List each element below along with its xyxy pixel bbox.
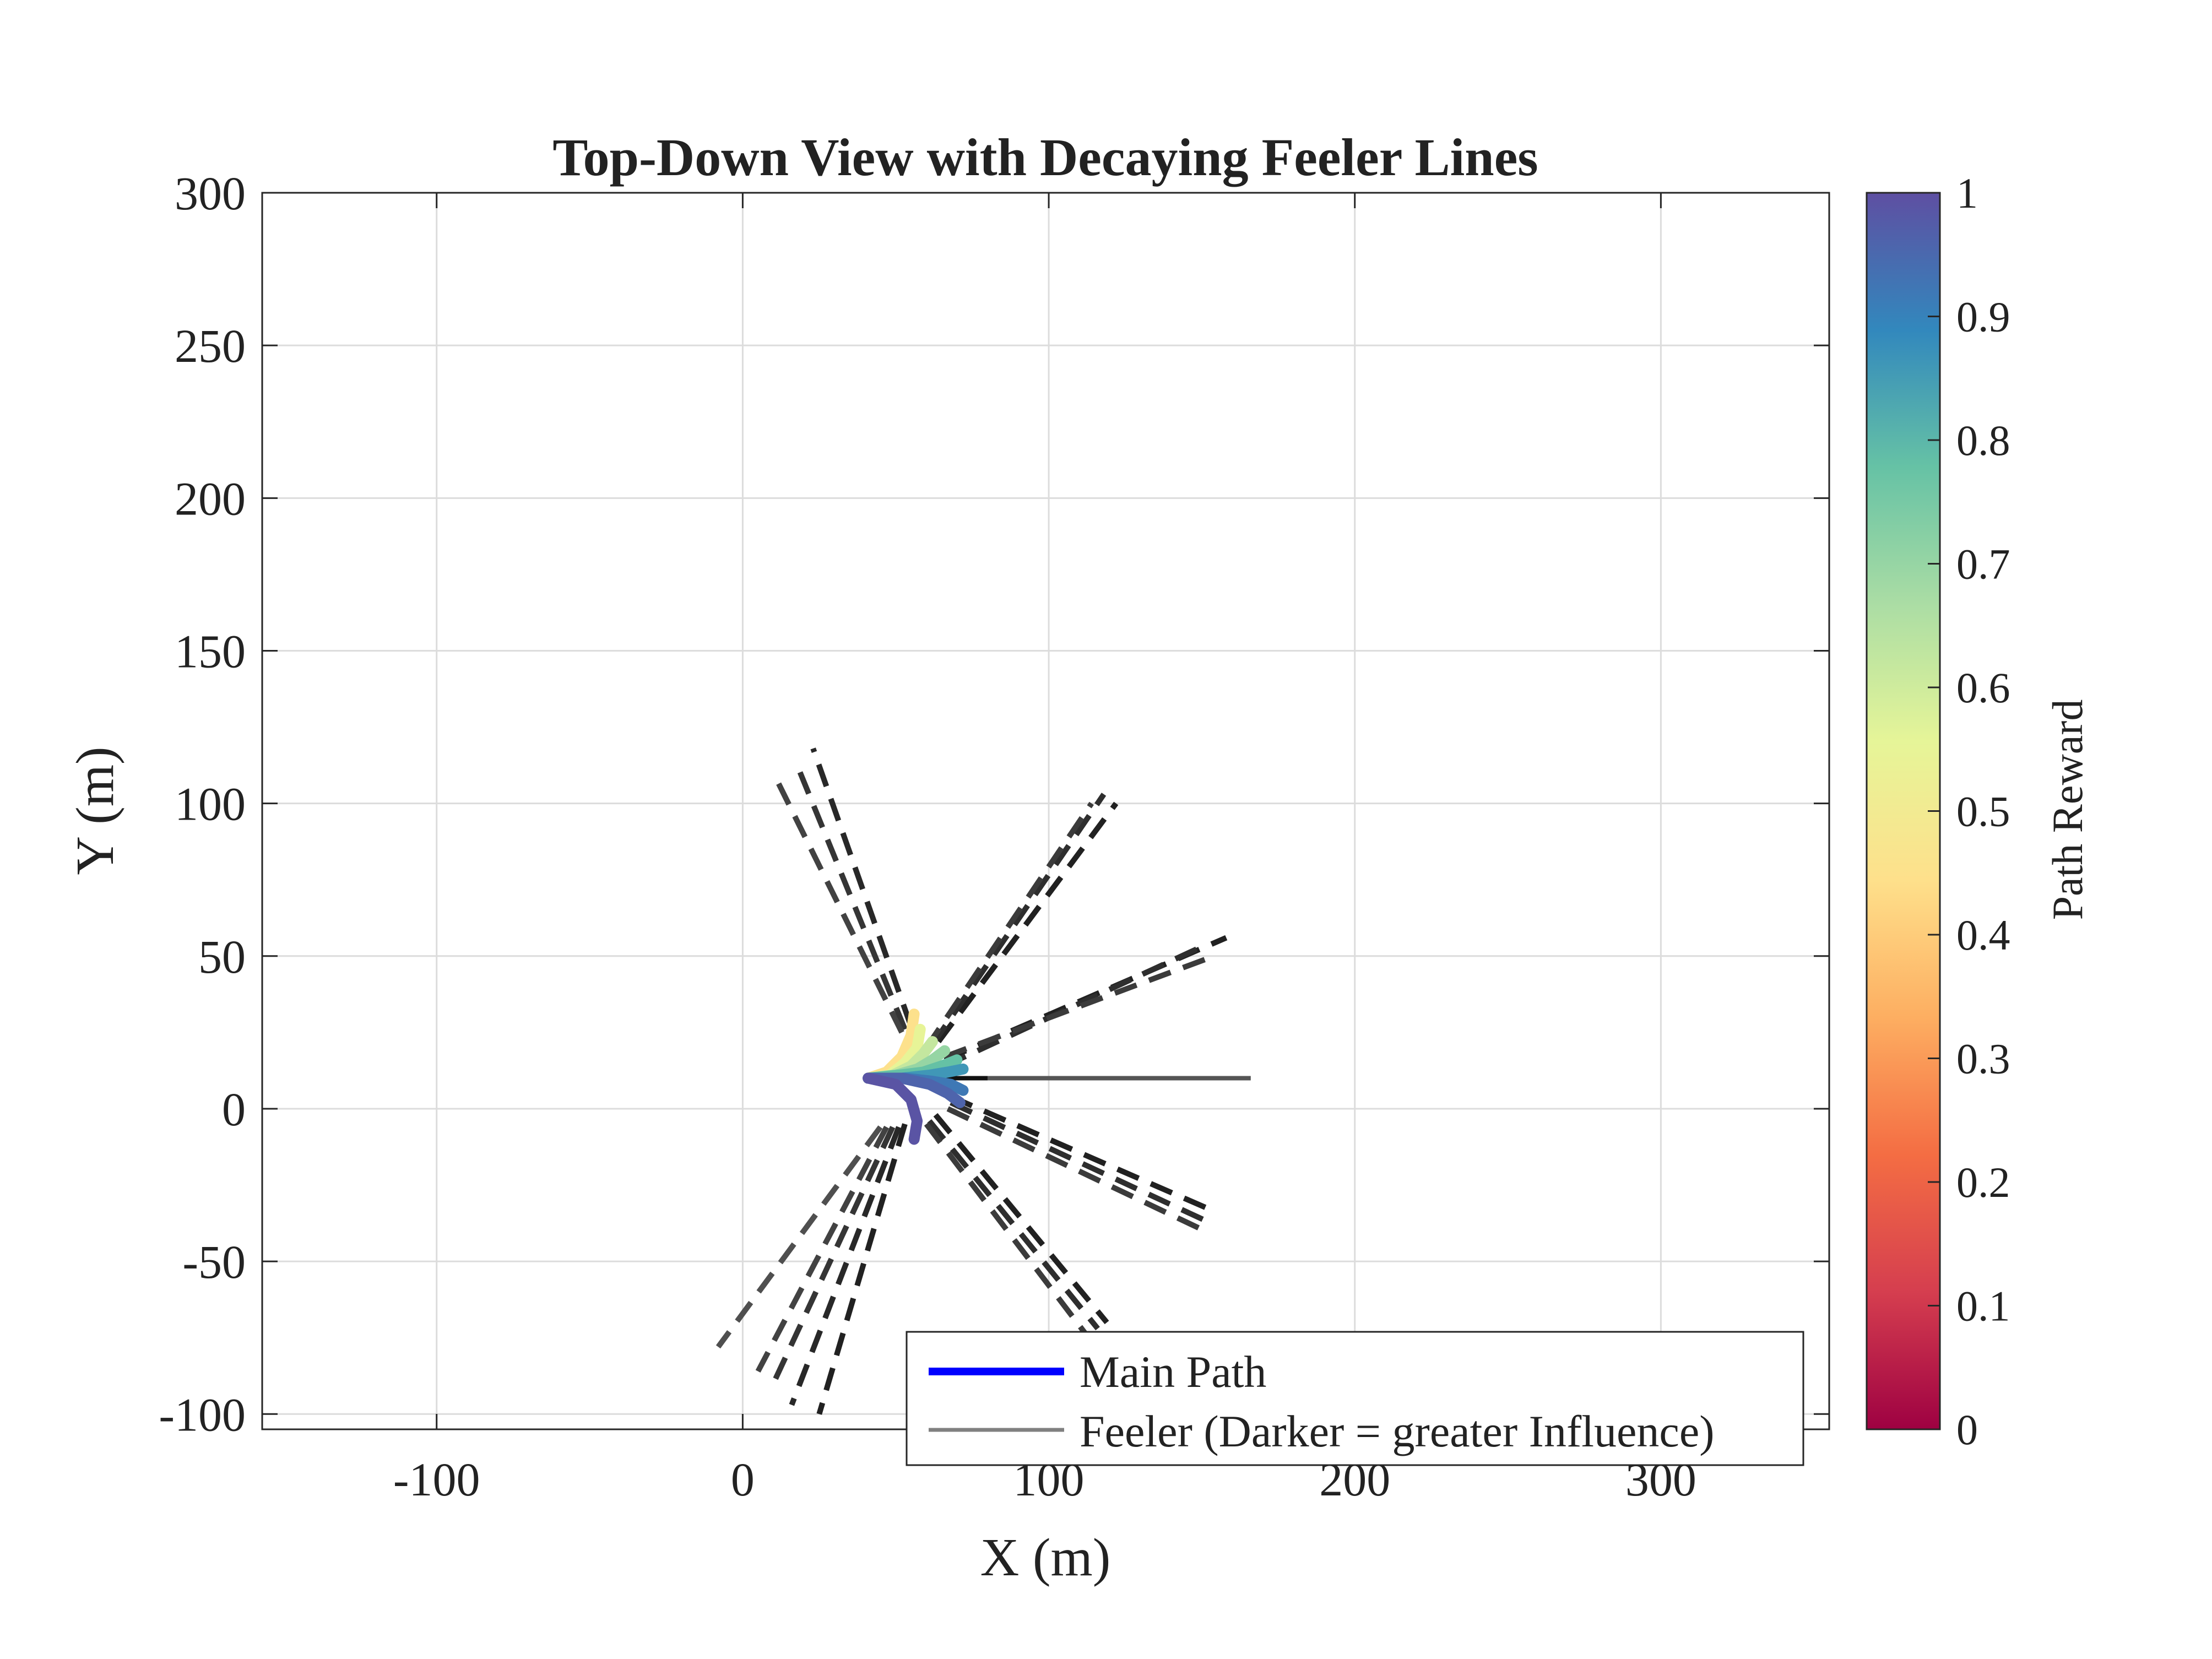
feeler-line xyxy=(950,1094,1218,1215)
legend-label-feeler: Feeler (Darker = greater Influence) xyxy=(1080,1406,1715,1456)
y-tick-label: 100 xyxy=(175,778,246,831)
feeler-line xyxy=(933,1113,1109,1325)
y-tick-label: 200 xyxy=(175,472,246,525)
chart-title: Top-Down View with Decaying Feeler Lines xyxy=(552,128,1538,187)
x-tick-label: -100 xyxy=(393,1453,480,1506)
plot-area xyxy=(715,747,1251,1415)
feeler-line xyxy=(950,1100,1210,1224)
feeler-line xyxy=(924,1122,1091,1340)
feeler-line xyxy=(771,1126,896,1385)
y-tick-label: 0 xyxy=(222,1083,246,1136)
legend-label-main-path: Main Path xyxy=(1080,1347,1266,1397)
colorbar-tick-label: 0.6 xyxy=(1956,664,2010,712)
y-tick-label: 50 xyxy=(198,930,246,983)
feeler-line xyxy=(936,801,1119,1043)
feeler-line xyxy=(755,1125,890,1373)
colorbar-tick-label: 0.4 xyxy=(1956,911,2010,959)
feeler-line xyxy=(943,941,1210,1069)
colorbar-tick-label: 0.3 xyxy=(1956,1035,2010,1083)
colorbar: 0 0.1 0.2 0.3 0.4 0.5 0.6 0.7 0.8 0.9 1 xyxy=(1866,169,2010,1454)
grid xyxy=(262,192,1829,1429)
colorbar-tick-label: 0.1 xyxy=(1956,1282,2010,1330)
y-tick-label: 250 xyxy=(175,319,246,372)
y-tick-label: -100 xyxy=(159,1388,246,1441)
colorbar-label: Path Reward xyxy=(2043,700,2091,920)
feeler-line xyxy=(795,766,908,1031)
colorbar-tick-label: 0.5 xyxy=(1956,788,2010,836)
feeler-line xyxy=(924,801,1094,1049)
x-ticks: -100 0 100 200 300 xyxy=(393,193,1696,1506)
feeler-line xyxy=(927,1119,1100,1331)
feeler-line xyxy=(789,1126,902,1406)
colorbar-tick-label: 0.2 xyxy=(1956,1158,2010,1206)
y-ticks: -100 -50 0 50 100 150 200 250 300 xyxy=(159,167,1829,1441)
x-tick-label: 0 xyxy=(731,1453,755,1506)
colorbar-tick-label: 0.8 xyxy=(1956,416,2010,464)
legend: Main Path Feeler (Darker = greater Influ… xyxy=(906,1331,1804,1466)
colorbar-tick-label: 1 xyxy=(1956,169,1978,217)
axes-box xyxy=(261,192,1830,1430)
feeler-line xyxy=(715,1125,883,1349)
feeler-line xyxy=(816,1123,908,1415)
y-tick-label: 300 xyxy=(175,167,246,220)
colorbar-tick-label: 0 xyxy=(1956,1406,1978,1454)
feeler-line xyxy=(810,747,914,1027)
y-axis-label: Y (m) xyxy=(66,746,125,875)
feeler-line xyxy=(944,953,1215,1060)
colorbar-tick-label: 0.9 xyxy=(1956,293,2010,341)
feeler-line xyxy=(930,793,1107,1047)
feeler-line xyxy=(946,1106,1206,1234)
colorbar-tick-label: 0.7 xyxy=(1956,540,2010,588)
legend-box xyxy=(906,1331,1804,1466)
colorbar-gradient xyxy=(1866,192,1941,1430)
y-tick-label: 150 xyxy=(175,625,246,677)
x-axis-label: X (m) xyxy=(980,1528,1111,1587)
y-tick-label: -50 xyxy=(182,1235,246,1288)
reward-path xyxy=(863,1072,923,1145)
feeler-line xyxy=(771,771,904,1034)
